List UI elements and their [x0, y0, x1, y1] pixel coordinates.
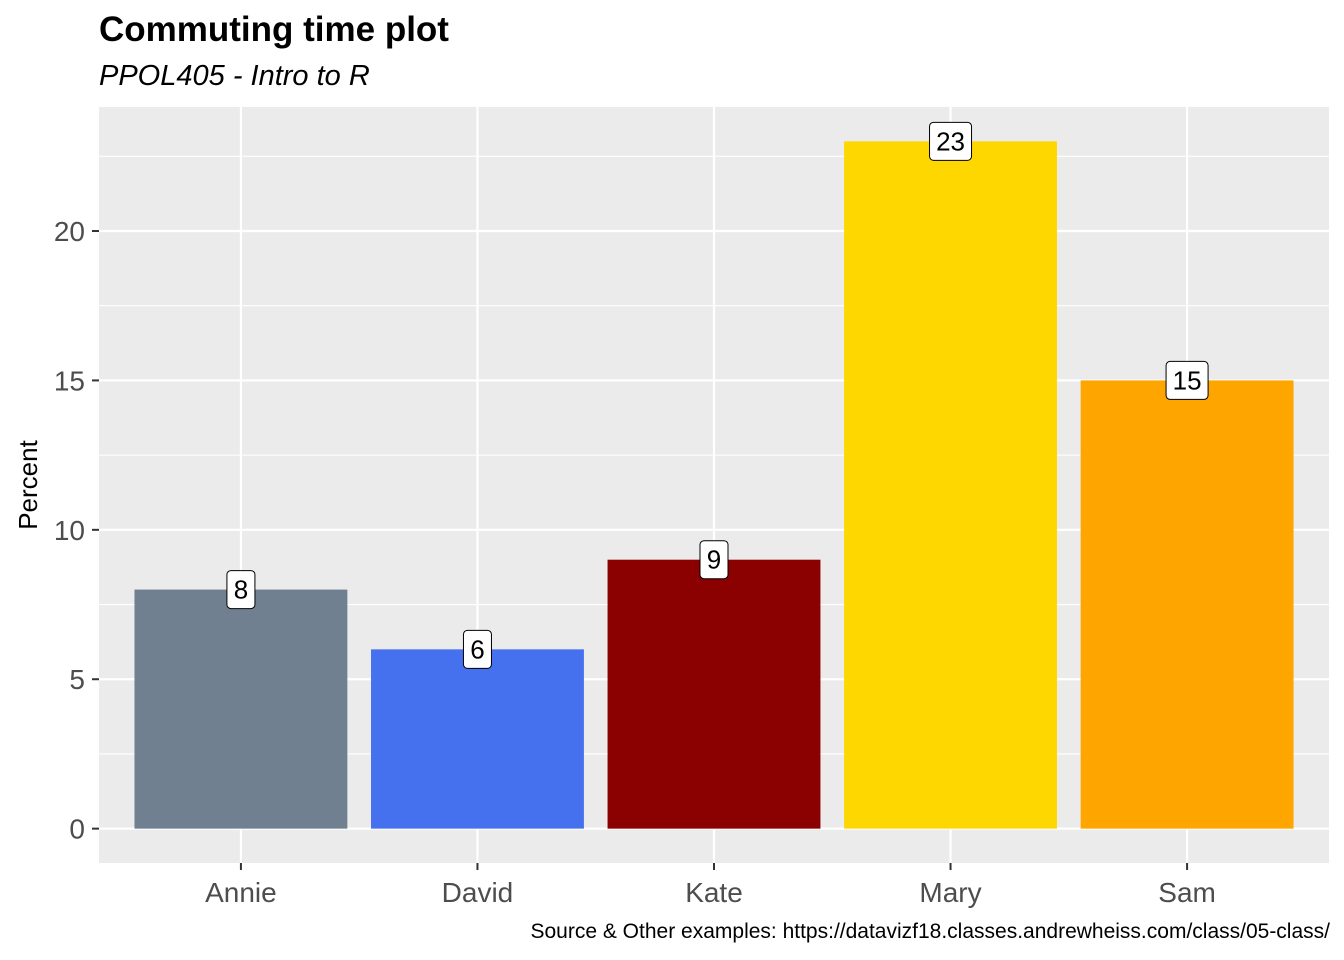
data-label-box: [699, 540, 729, 580]
y-axis: 0 5 10 15 20: [54, 216, 99, 845]
y-tick-label: 20: [54, 216, 85, 247]
y-tick-label: 5: [69, 664, 85, 695]
data-label: 15: [1173, 365, 1202, 395]
bar-mary: [844, 141, 1057, 829]
y-tick-label: 0: [69, 814, 85, 845]
x-axis: Annie David Kate Mary Sam: [205, 863, 1216, 908]
data-label-box: [1165, 360, 1209, 400]
chart-subtitle: PPOL405 - Intro to R: [99, 60, 370, 92]
bar-david: [371, 649, 584, 829]
bar-sam: [1080, 380, 1294, 829]
x-tick-label: Mary: [919, 877, 981, 908]
y-tick-label: 10: [54, 515, 85, 546]
data-label: 9: [707, 545, 721, 575]
bar-annie: [134, 589, 348, 829]
y-axis-label: Percent: [13, 439, 43, 529]
x-tick-label: David: [442, 877, 514, 908]
data-label: 6: [470, 634, 484, 664]
x-tick-label: Kate: [685, 877, 743, 908]
bar-kate: [607, 559, 821, 829]
chart-title: Commuting time plot: [99, 10, 449, 49]
data-label: 8: [234, 575, 248, 605]
data-labels: 8 6 9 23 15: [226, 121, 1209, 669]
data-label-box: [929, 121, 973, 161]
data-label-box: [462, 629, 492, 669]
y-tick-label: 15: [54, 365, 85, 396]
x-tick-label: Annie: [205, 877, 277, 908]
chart-caption: Source & Other examples: https://dataviz…: [530, 920, 1330, 943]
x-tick-label: Sam: [1158, 877, 1216, 908]
bars: [134, 141, 1294, 829]
data-label-box: [226, 570, 256, 610]
data-label: 23: [936, 126, 965, 156]
